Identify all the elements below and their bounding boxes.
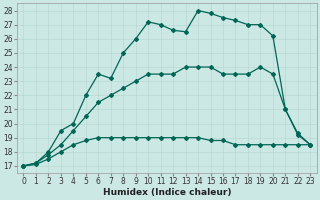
X-axis label: Humidex (Indice chaleur): Humidex (Indice chaleur) [103,188,231,197]
